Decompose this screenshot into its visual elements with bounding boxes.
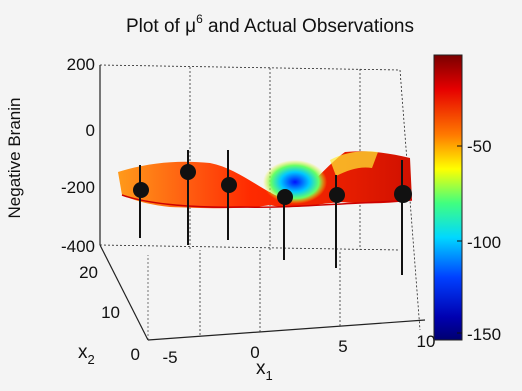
- surface-ridge-highlight: [330, 151, 378, 176]
- mean-surface: [118, 151, 413, 209]
- colorbar-tick-label: -150: [467, 325, 501, 344]
- observation-point: [180, 150, 196, 245]
- observation-point: [277, 189, 293, 260]
- y-tick-label: 20: [79, 263, 98, 282]
- x-axis-ticks: -5 0 5 10: [162, 332, 435, 367]
- observations: [133, 150, 412, 275]
- y-axis-label: x2: [78, 342, 95, 367]
- z-axis-ticks: 200 0 -200 -400: [61, 55, 95, 256]
- z-tick-label: 200: [67, 55, 95, 74]
- colorbar-tick-label: -50: [467, 137, 492, 156]
- z-axis-label: Negative Branin: [5, 98, 24, 219]
- x-tick-label: -5: [162, 348, 177, 367]
- z-tick-label: -200: [61, 178, 95, 197]
- x-tick-label: 0: [250, 343, 259, 362]
- observation-point: [329, 175, 345, 268]
- grid-lines: [189, 67, 361, 335]
- chart-title: Plot of μ6 and Actual Observations: [126, 12, 414, 37]
- colorbar-ticks: [457, 145, 462, 334]
- observation-point: [133, 165, 149, 238]
- z-tick-label: -400: [61, 237, 95, 256]
- observation-point: [394, 160, 412, 275]
- z-tick-label: 0: [86, 121, 95, 140]
- colorbar-tick-label: -100: [467, 233, 501, 252]
- x-tick-label: 10: [417, 332, 436, 351]
- y-axis-ticks: 20 10 0: [79, 263, 140, 364]
- y-tick-label: 10: [101, 303, 120, 322]
- colorbar-tick-labels: -50 -100 -150: [467, 137, 501, 344]
- surface-valley: [263, 160, 327, 204]
- colorbar: [433, 54, 463, 341]
- observation-point: [221, 150, 237, 240]
- axes-box: [99, 64, 426, 341]
- y-tick-label: 0: [131, 345, 140, 364]
- x-tick-label: 5: [338, 337, 347, 356]
- x-axis-label: x1: [256, 358, 273, 383]
